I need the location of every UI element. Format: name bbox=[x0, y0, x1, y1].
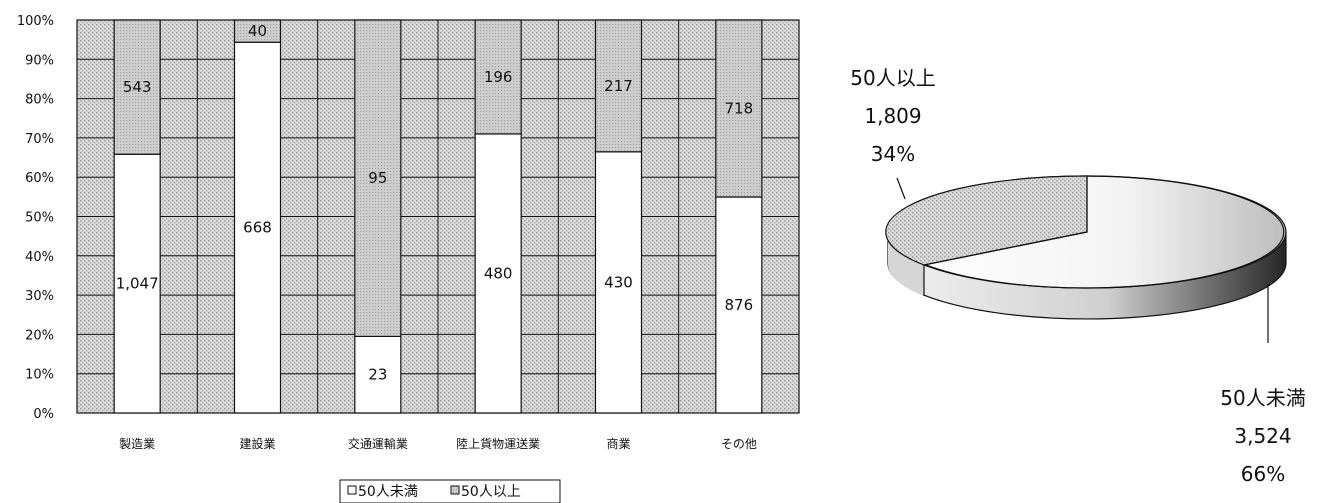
bars: 1,047 543 668 40 23 95 480 196 430 217 876 718 bbox=[113, 19, 763, 414]
bar-value-label-50-and-over: 196 bbox=[484, 68, 513, 86]
pie-label-name-50-and-over: 50人以上 bbox=[850, 66, 935, 90]
legend-swatch-50-and-over bbox=[450, 485, 460, 495]
x-category-label: 交通運輸業 bbox=[348, 436, 408, 451]
bar-value-label-under-50: 430 bbox=[604, 273, 633, 291]
pie-slice-50-and-over bbox=[885, 175, 1088, 266]
bar-value-label-under-50: 480 bbox=[484, 264, 513, 282]
bar-segment-50-and-over bbox=[474, 19, 522, 135]
bar-value-label-50-and-over: 543 bbox=[123, 78, 152, 96]
y-tick-label: 90% bbox=[25, 53, 54, 68]
legend: 50人未満 50人以上 bbox=[339, 479, 561, 503]
legend-box bbox=[339, 479, 561, 503]
legend-label-50-and-over: 50人以上 bbox=[461, 484, 521, 500]
pie-leader-line-50-and-over bbox=[896, 177, 906, 200]
pie-label-percent-50-and-over: 34% bbox=[871, 142, 915, 166]
y-tick-label: 50% bbox=[25, 211, 54, 226]
pie-label-value-under-50: 3,524 bbox=[1234, 424, 1291, 448]
x-category-label: 商業 bbox=[606, 436, 630, 451]
pie-side-slice-50-and-over bbox=[887, 232, 924, 296]
y-tick-label: 60% bbox=[25, 171, 54, 186]
bar-segment-50-and-over bbox=[354, 19, 402, 337]
stacked-percent-bar-chart: 0% 10% 20% 30% 40% 50% 60% 70% 80% 90% 100% 1,047 5… bbox=[17, 14, 800, 503]
bar-segment-under-50 bbox=[233, 41, 282, 414]
pie-slice-under-50 bbox=[921, 175, 1285, 289]
x-axis-category-labels: 製造業 建設業 交通運輸業 陸上貨物運送業 商業 その他 bbox=[119, 436, 757, 451]
y-axis-ticks: 0% 10% 20% 30% 40% 50% 60% 70% 80% 90% 100% bbox=[17, 14, 54, 422]
pie-chart-3d: 50人以上 1,809 34% 50人未満 3,524 66% bbox=[850, 66, 1305, 486]
bar-segment-under-50 bbox=[715, 196, 763, 414]
x-category-label: 陸上貨物運送業 bbox=[456, 436, 540, 451]
legend-swatch-under-50 bbox=[347, 485, 357, 495]
bar-segment-50-and-over bbox=[594, 19, 643, 153]
legend-label-under-50: 50人未満 bbox=[358, 484, 418, 500]
bar-segment-50-and-over bbox=[113, 19, 161, 155]
pie-label-percent-under-50: 66% bbox=[1241, 462, 1285, 486]
bar-value-label-under-50: 1,047 bbox=[116, 275, 159, 293]
x-category-label: 製造業 bbox=[119, 437, 155, 451]
y-tick-label: 10% bbox=[25, 368, 54, 383]
y-tick-label: 80% bbox=[25, 93, 54, 108]
bar-segment-under-50 bbox=[354, 335, 402, 414]
x-category-label: 建設業 bbox=[239, 436, 275, 451]
bar-value-label-under-50: 876 bbox=[725, 296, 754, 314]
pie-label-name-under-50: 50人未満 bbox=[1220, 386, 1305, 410]
y-tick-label: 100% bbox=[17, 14, 54, 29]
y-tick-label: 40% bbox=[25, 250, 54, 265]
y-tick-label: 0% bbox=[33, 407, 54, 422]
bar-value-label-50-and-over: 718 bbox=[725, 100, 754, 118]
bar-value-label-50-and-over: 217 bbox=[604, 77, 633, 95]
bar-segment-50-and-over bbox=[715, 19, 763, 198]
bar-value-label-50-and-over: 95 bbox=[368, 169, 387, 187]
bar-segment-under-50 bbox=[474, 133, 522, 414]
bar-segment-under-50 bbox=[113, 153, 161, 414]
y-tick-label: 70% bbox=[25, 132, 54, 147]
y-tick-label: 20% bbox=[25, 328, 54, 343]
x-category-label: その他 bbox=[721, 437, 757, 451]
bar-segment-under-50 bbox=[594, 151, 643, 414]
bar-value-label-50-and-over: 40 bbox=[248, 22, 267, 40]
pie-label-value-50-and-over: 1,809 bbox=[864, 104, 921, 128]
y-tick-label: 30% bbox=[25, 289, 54, 304]
bar-segment-50-and-over bbox=[233, 19, 282, 43]
bar-value-label-under-50: 668 bbox=[243, 219, 272, 237]
bar-value-label-under-50: 23 bbox=[368, 366, 387, 384]
